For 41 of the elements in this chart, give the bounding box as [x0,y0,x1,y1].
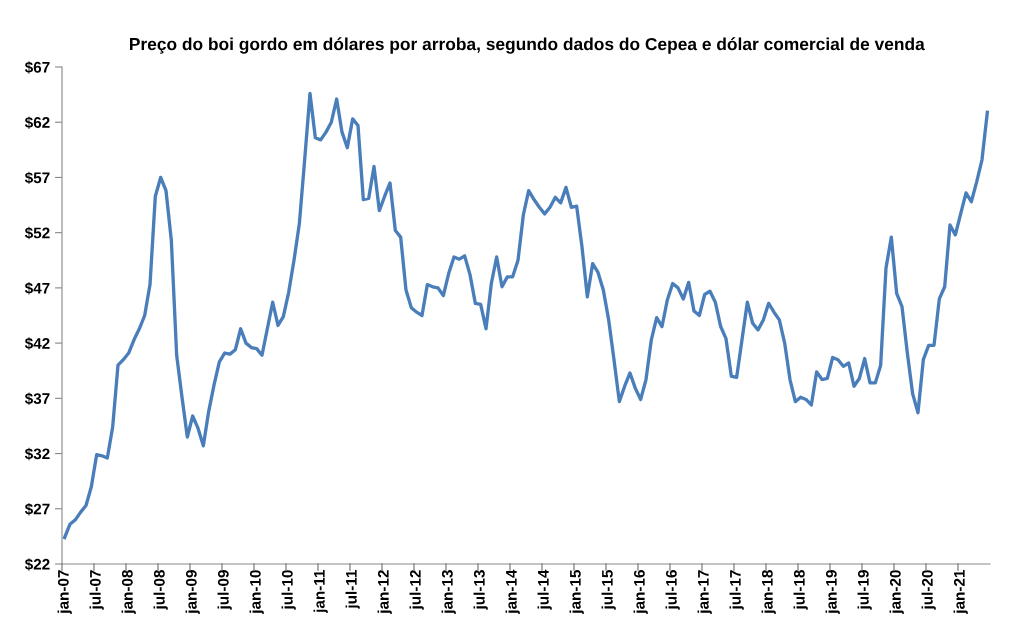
y-tick-label: $57 [24,171,50,185]
x-tick-label: jul-20 [921,570,936,610]
y-tick-label: $27 [24,502,50,516]
x-tick-label: jul-09 [217,570,232,610]
y-tick-label: $42 [24,337,50,350]
x-tick-label: jan-13 [441,570,456,614]
y-tick-label: $22 [24,558,50,571]
x-tick-label: jul-10 [281,570,296,610]
y-tick-label: $47 [24,282,50,295]
chart-title: Preço do boi gordo em dólares por arroba, segundo dados do Cepea e dólar comercial de venda [130,37,925,54]
x-tick-label: jan-14 [505,569,520,614]
x-tick-label: jul-08 [153,570,168,610]
x-tick-label: jul-11 [345,569,360,609]
x-tick-label: jan-11 [313,569,328,614]
x-tick-label: jan-12 [377,570,392,614]
y-tick-label: $32 [24,447,50,461]
x-tick-label: jan-21 [953,569,968,614]
y-tick-label: $52 [24,226,50,240]
y-tick-label: $37 [24,392,50,405]
y-tick-label: $67 [24,61,50,74]
y-tick-label: $62 [24,116,50,129]
x-tick-label: jan-20 [889,570,904,614]
x-tick-label: jul-19 [857,570,872,610]
x-tick-label: jan-10 [249,570,264,614]
x-tick-label: jan-17 [697,570,712,614]
x-tick-label: jul-14 [537,569,552,610]
x-tick-label: jan-19 [825,570,840,614]
x-tick-label: jan-18 [761,570,776,614]
x-tick-label: jan-08 [121,570,136,614]
x-tick-label: jan-15 [569,569,584,614]
x-tick-label: jul-17 [729,570,744,610]
x-tick-label: jul-07 [89,570,104,610]
x-tick-label: jul-18 [793,570,808,610]
x-tick-label: jul-16 [665,570,680,610]
x-tick-label: jan-16 [633,570,648,614]
x-tick-label: jul-15 [601,569,616,610]
x-tick-label: jul-12 [409,570,424,610]
x-tick-label: jul-13 [473,570,488,610]
x-tick-label: jan-09 [185,570,200,614]
line-series [63,91,989,540]
x-tick-label: jan-07 [57,570,72,614]
